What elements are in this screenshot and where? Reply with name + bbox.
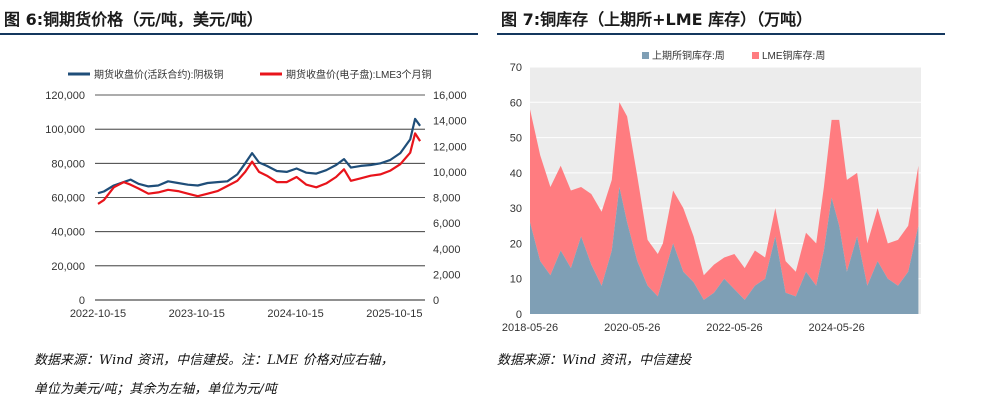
y-tick-label: 30 bbox=[510, 203, 522, 215]
y-right-tick-label: 6,000 bbox=[433, 218, 461, 230]
y-tick-label: 20 bbox=[510, 238, 522, 250]
legend-swatch bbox=[752, 52, 759, 59]
y-right-tick-label: 4,000 bbox=[433, 244, 461, 256]
y-left-tick-label: 120,000 bbox=[45, 90, 85, 102]
y-right-tick-label: 10,000 bbox=[433, 167, 467, 179]
right-chart-title: 图 7:铜库存（上期所+LME 库存）（万吨） bbox=[501, 10, 813, 29]
y-tick-label: 40 bbox=[510, 168, 522, 180]
copper-futures-price-chart: 0 20,000 40,000 60,000 80,000 100,000 120,000 0… bbox=[45, 68, 467, 320]
legend-label: LME铜库存:周 bbox=[762, 49, 825, 62]
y-tick-label: 10 bbox=[510, 274, 522, 286]
legend-label: 期货收盘价(活跃合约):阴极铜 bbox=[94, 68, 223, 81]
x-tick-label: 2022-10-15 bbox=[70, 308, 126, 320]
y-left-tick-label: 60,000 bbox=[51, 193, 85, 205]
y-left-tick-label: 0 bbox=[79, 295, 85, 307]
x-tick-label: 2020-05-26 bbox=[604, 322, 660, 334]
left-source-line-1: 数据来源：Wind 资讯，中信建投。注：LME 价格对应右轴， bbox=[34, 353, 394, 368]
y-left-tick-label: 20,000 bbox=[51, 261, 85, 273]
copper-inventory-chart: 0 10 20 30 40 50 60 70 2018-05-26 2020-05-26 2022-… bbox=[502, 49, 921, 334]
shfe-price-line bbox=[97, 117, 421, 195]
left-chart-title: 图 6:铜期货价格（元/吨，美元/吨） bbox=[4, 10, 263, 29]
x-tick-label: 2023-10-15 bbox=[169, 308, 225, 320]
right-source-line-1: 数据来源：Wind 资讯，中信建投 bbox=[497, 353, 692, 368]
shfe-inventory-area bbox=[530, 187, 919, 314]
legend-swatch bbox=[642, 52, 649, 59]
y-right-tick-label: 14,000 bbox=[433, 116, 467, 128]
legend-label: 上期所铜库存:周 bbox=[652, 49, 725, 62]
y-tick-label: 0 bbox=[516, 309, 522, 321]
y-right-tick-label: 0 bbox=[433, 295, 439, 307]
left-title-rule bbox=[0, 33, 478, 35]
lme-price-line bbox=[97, 132, 422, 205]
lme-inventory-area bbox=[530, 102, 919, 300]
y-right-tick-label: 2,000 bbox=[433, 269, 461, 281]
y-tick-label: 60 bbox=[510, 97, 522, 109]
y-tick-label: 70 bbox=[510, 62, 522, 74]
x-tick-label: 2025-10-15 bbox=[366, 308, 422, 320]
y-left-tick-label: 40,000 bbox=[51, 227, 85, 239]
right-chart-panel: 图 7:铜库存（上期所+LME 库存）（万吨） 0 10 20 30 40 50 60 70 2… bbox=[497, 0, 977, 409]
x-tick-label: 2024-05-26 bbox=[809, 322, 865, 334]
x-tick-label: 2024-10-15 bbox=[267, 308, 323, 320]
left-source-line-2: 单位为美元/吨；其余为左轴，单位为元/吨 bbox=[34, 382, 277, 397]
y-left-tick-label: 100,000 bbox=[45, 124, 85, 136]
y-right-tick-label: 16,000 bbox=[433, 90, 467, 102]
legend-label: 期货收盘价(电子盘):LME3个月铜 bbox=[286, 68, 432, 81]
left-chart-panel: 图 6:铜期货价格（元/吨，美元/吨） 0 20,000 40,000 60,000 8… bbox=[0, 0, 480, 409]
right-title-rule bbox=[497, 33, 945, 35]
x-tick-label: 2022-05-26 bbox=[706, 322, 762, 334]
x-tick-label: 2018-05-26 bbox=[502, 322, 558, 334]
y-right-tick-label: 12,000 bbox=[433, 141, 467, 153]
y-right-tick-label: 8,000 bbox=[433, 193, 461, 205]
y-left-tick-label: 80,000 bbox=[51, 158, 85, 170]
y-tick-label: 50 bbox=[510, 133, 522, 145]
